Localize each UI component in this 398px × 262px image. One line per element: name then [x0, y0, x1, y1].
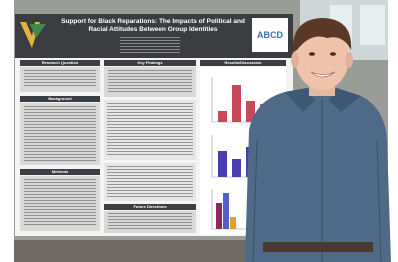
text	[24, 106, 96, 162]
text	[108, 70, 192, 94]
section-heading: Key Findings	[104, 60, 196, 66]
text	[108, 213, 192, 231]
section-heading: Background	[20, 96, 100, 102]
poster-title: Support for Black Reparations: The Impac…	[58, 18, 248, 34]
section-heading: Future Directions	[104, 204, 196, 210]
photo: Support for Black Reparations: The Impac…	[0, 0, 398, 262]
section-heading: Methods	[20, 169, 100, 175]
university-logo	[18, 18, 50, 52]
person	[245, 0, 395, 262]
text	[24, 179, 96, 227]
authors	[120, 37, 180, 54]
section-heading: Research Question	[20, 60, 100, 66]
text	[107, 166, 193, 198]
text	[107, 103, 193, 157]
text	[24, 70, 96, 88]
